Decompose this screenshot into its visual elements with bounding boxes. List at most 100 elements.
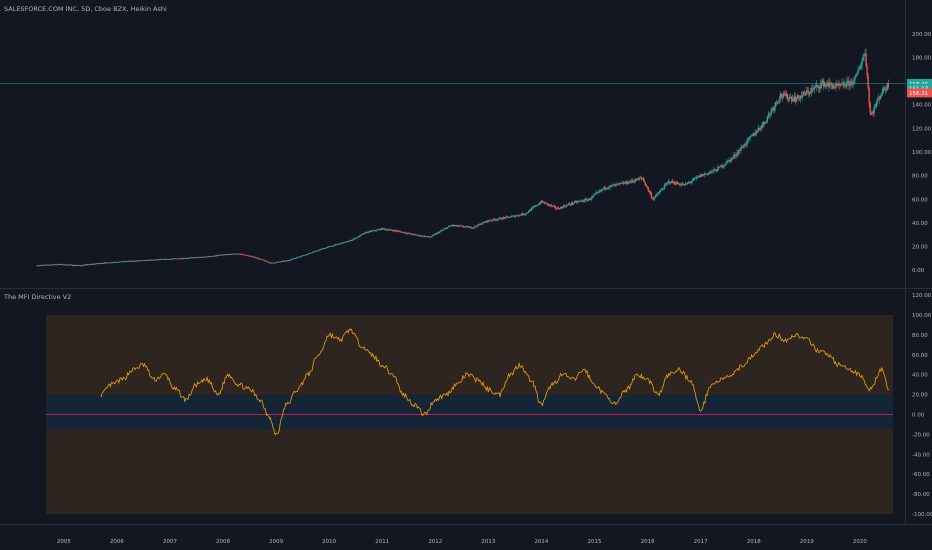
candle-body — [462, 225, 464, 227]
candle-body — [825, 83, 827, 85]
candle-body — [133, 260, 135, 262]
candle-body — [852, 84, 854, 85]
candle-body — [308, 252, 311, 254]
candle-body — [238, 253, 240, 255]
candle-body — [110, 262, 112, 264]
candle-body — [361, 234, 363, 235]
candle-body — [516, 215, 518, 217]
candle-body — [66, 264, 69, 266]
candle-body — [88, 264, 90, 266]
candle-body — [176, 258, 179, 260]
candle-body — [380, 228, 382, 230]
candle-body — [138, 260, 140, 262]
candle-body — [682, 183, 685, 186]
price-pane[interactable]: SALESFORCE.COM INC, 5D, Cboe BZX, Heikin… — [0, 5, 905, 267]
candle-body — [660, 189, 663, 191]
candle-body — [819, 88, 821, 90]
candle-body — [659, 190, 662, 192]
candle-body — [144, 260, 146, 261]
candle-body — [92, 263, 94, 265]
candle-body — [827, 85, 829, 87]
candle-body — [467, 226, 469, 228]
indicator-y-ticks: 120.00 100.00 80.00 60.00 40.00 20.00 0.00 -20.… — [912, 293, 932, 518]
candle-body — [159, 259, 162, 261]
candle-body — [349, 240, 351, 242]
candle-body — [855, 74, 857, 78]
candle-body — [47, 264, 50, 266]
candle-body — [250, 255, 252, 257]
candle-body — [770, 109, 773, 114]
candle-body — [824, 84, 826, 87]
candle-body — [707, 173, 709, 175]
candle-body — [859, 68, 861, 70]
candle-body — [234, 253, 236, 255]
candle-body — [853, 79, 855, 85]
candle-body — [302, 254, 305, 256]
candle-body — [279, 261, 282, 263]
candle-body — [82, 264, 85, 266]
candle-body — [275, 262, 277, 263]
candle-body — [270, 262, 272, 264]
candle-body — [274, 262, 276, 264]
candle-body — [318, 249, 321, 251]
main-y-tick-label: 180.00 — [912, 55, 932, 61]
candle-body — [124, 261, 126, 263]
candle-body — [772, 108, 775, 110]
candle-body — [375, 230, 377, 232]
candle-body — [40, 265, 43, 266]
candle-body — [863, 54, 865, 57]
candle-body — [59, 264, 62, 265]
candle-body — [732, 156, 734, 159]
candle-body — [474, 226, 476, 228]
candle-body — [376, 229, 378, 231]
candle-body — [505, 216, 507, 219]
x-tick-label: 2007 — [163, 539, 177, 545]
candle-body — [875, 103, 877, 107]
candle-body — [54, 264, 57, 266]
candle-body — [649, 192, 652, 194]
candle-body — [539, 203, 542, 204]
candle-body — [535, 205, 538, 207]
candle-body — [557, 207, 560, 209]
candle-body — [690, 181, 693, 183]
indicator-pane[interactable]: The MFI Directive V2 — [3, 293, 893, 514]
candle-body — [142, 260, 144, 261]
candle-body — [300, 256, 303, 257]
candle-body — [569, 204, 572, 206]
candle-body — [365, 232, 367, 234]
candle-body — [57, 264, 60, 266]
candle-body — [798, 97, 801, 100]
candle-body — [591, 196, 593, 199]
candle-body — [53, 264, 56, 266]
candle-body — [372, 230, 374, 232]
candle-body — [678, 183, 681, 185]
candle-body — [425, 236, 428, 238]
candle-body — [353, 238, 355, 240]
candle-body — [570, 202, 573, 205]
candle-body — [783, 93, 786, 95]
candle-body — [68, 264, 71, 266]
candle-body — [849, 82, 851, 86]
candle-body — [394, 230, 396, 232]
candle-body — [735, 155, 737, 157]
candle-body — [245, 254, 247, 256]
candle-body — [154, 259, 156, 261]
candle-body — [416, 235, 419, 237]
candle-body — [701, 174, 703, 177]
candle-body — [150, 259, 152, 261]
price-label-tag — [907, 78, 932, 88]
candle-body — [362, 234, 364, 235]
candle-body — [461, 225, 463, 227]
main-y-tick-label: 140.00 — [912, 103, 932, 109]
candle-body — [834, 86, 836, 88]
candle-body — [771, 108, 774, 110]
candle-body — [677, 183, 680, 185]
candle-body — [737, 152, 739, 154]
candle-body — [663, 184, 666, 189]
candle-body — [584, 199, 586, 202]
time-axis[interactable]: 2005 2006 2007 2008 2009 2010 2011 2012 2013 2014… — [0, 524, 932, 546]
candle-body — [687, 182, 690, 184]
x-tick-label: 2019 — [800, 539, 814, 545]
price-axis[interactable]: 200.00180.00160.00140.00120.00100.0080.0… — [905, 0, 932, 524]
candle-body — [865, 53, 867, 67]
